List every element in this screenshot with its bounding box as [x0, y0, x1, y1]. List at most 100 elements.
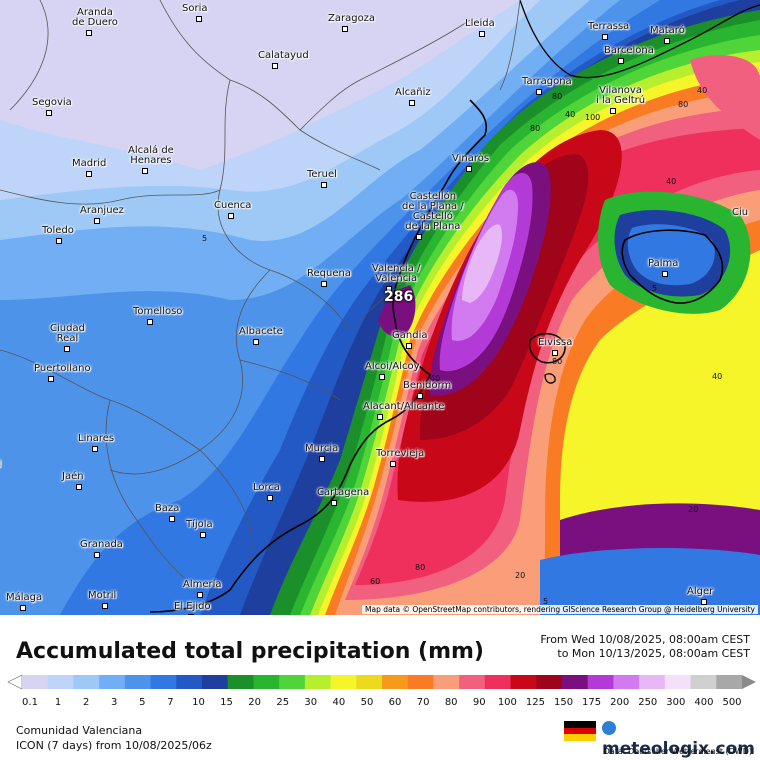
city-label: Gandia [392, 330, 428, 341]
scale-tick-label: 50 [360, 697, 374, 708]
city-label: Puertollano [34, 363, 91, 374]
city-label: Alacant/Alicante [363, 401, 445, 412]
city-marker [147, 319, 153, 325]
city-marker [20, 605, 26, 611]
city-marker [253, 339, 259, 345]
contour-value: 100 [585, 113, 601, 122]
period-end: to Mon 10/13/2025, 08:00am CEST [557, 647, 750, 660]
scale-tick-label: 150 [553, 697, 574, 708]
city-marker [64, 346, 70, 352]
city-label: Alcoi/Alcoy [365, 361, 420, 372]
scale-tick-label: 15 [220, 697, 233, 708]
scale-swatch [716, 675, 743, 689]
city-marker [662, 271, 668, 277]
globe-icon [602, 721, 616, 735]
flag-stripe [564, 734, 596, 741]
city-label: Linares [78, 433, 115, 444]
city-label: Palma [648, 258, 679, 269]
region-name: Comunidad Valenciana [16, 724, 143, 737]
scale-right-arrow [742, 675, 756, 689]
scale-tick-label: 2 [82, 697, 90, 708]
city-label: Lleida [465, 18, 495, 29]
city-label: Castellón de la Plana / Castelló de la Plan… [402, 191, 464, 232]
contour-value: 40 [697, 86, 708, 95]
city-marker [417, 393, 423, 399]
scale-tick-label: 90 [472, 697, 486, 708]
period-start: From Wed 10/08/2025, 08:00am CEST [540, 633, 750, 646]
color-scale-bar [7, 674, 756, 690]
contour-value: 80 [552, 357, 563, 366]
city-marker [92, 446, 98, 452]
scale-tick-label: 125 [525, 697, 545, 708]
flag-stripe [564, 727, 596, 735]
scale-swatch [664, 675, 691, 689]
city-marker [377, 414, 383, 420]
city-marker [48, 376, 54, 382]
contour-value: 5 [652, 284, 658, 293]
city-label: Teruel [307, 169, 337, 180]
precipitation-map[interactable]: Aranda de Duero Soria Zaragoza Lleida Terrass… [0, 0, 760, 615]
scale-tick-label: 25 [276, 697, 290, 708]
city-marker [86, 171, 92, 177]
city-label: Zaragoza [328, 13, 376, 24]
scale-swatch [330, 675, 357, 689]
city-label: Almería [183, 579, 222, 590]
city-label: Motril [88, 590, 117, 601]
scale-tick-label: 500 [722, 697, 742, 708]
city-label: Soria [182, 3, 208, 14]
contour-value: 80 [530, 124, 541, 133]
city-label: Alcañiz [395, 87, 431, 98]
city-marker [618, 58, 624, 64]
legend-panel: Accumulated total precipitation (mm) Fro… [0, 615, 760, 760]
scale-tick-label: 1 [54, 697, 62, 708]
city-marker [416, 234, 422, 240]
city-label: Aranda de Duero [72, 7, 118, 28]
flag-stripe [564, 721, 596, 728]
scale-swatch [227, 675, 254, 689]
scale-swatch [22, 675, 49, 689]
scale-swatch [536, 675, 563, 689]
scale-tick-label: 40 [332, 697, 346, 708]
city-marker [664, 38, 670, 44]
scale-swatch [304, 675, 331, 689]
scale-tick-label: 3 [111, 697, 118, 708]
max-value-label: 286 [384, 289, 414, 305]
city-marker [479, 31, 485, 37]
city-label: Valencia / Valencia [372, 263, 421, 284]
scale-tick-label: 5 [139, 697, 146, 708]
brand-logo[interactable]: meteologix.com [602, 719, 760, 759]
city-label: Lorca [253, 482, 281, 493]
scale-swatch [587, 675, 614, 689]
city-marker [94, 552, 100, 558]
city-marker [466, 166, 472, 172]
scale-swatch [407, 675, 434, 689]
city-marker [386, 286, 392, 292]
scale-swatch [124, 675, 151, 689]
city-label: Cartagena [317, 487, 370, 498]
city-label: Segovia [32, 97, 72, 108]
scale-tick-label: 400 [694, 697, 714, 708]
scale-swatch [176, 675, 203, 689]
city-marker [321, 182, 327, 188]
city-label: Tíjola [186, 519, 213, 530]
contour-value: 80 [415, 563, 426, 572]
color-scale-ticks: 0.1 1 2 3 5 7 10 15 20 25 30 40 50 60 70 80 90 100 125 150 1… [0, 697, 760, 711]
city-marker [331, 500, 337, 506]
scale-swatch [690, 675, 717, 689]
contour-value: 80 [552, 92, 563, 101]
scale-tick-label: 10 [192, 697, 205, 708]
city-marker [409, 100, 415, 106]
contour-value: 40 [430, 374, 441, 383]
brand-name: meteologix.com [602, 739, 755, 759]
city-label: Calatayud [258, 50, 309, 61]
city-marker [379, 374, 385, 380]
scale-tick-label: 80 [444, 697, 458, 708]
city-label: Alger [687, 586, 714, 597]
city-label: Madrid [72, 158, 107, 169]
scale-swatch [433, 675, 460, 689]
scale-swatch [459, 675, 486, 689]
precipitation-field [0, 0, 760, 615]
city-marker [169, 516, 175, 522]
city-marker [142, 168, 148, 174]
contour-value: 40 [565, 110, 576, 119]
